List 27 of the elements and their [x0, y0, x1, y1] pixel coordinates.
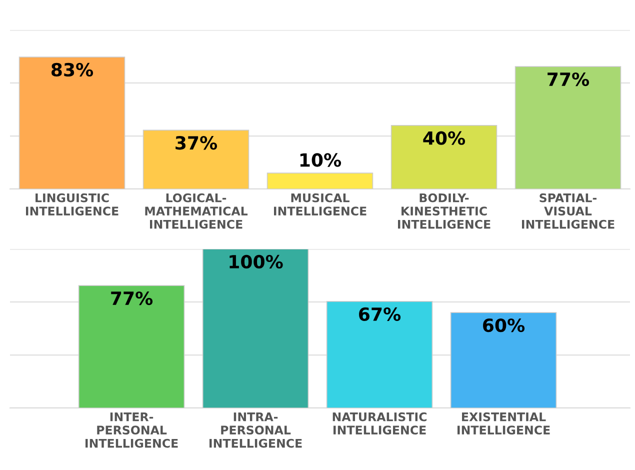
- bar: [514, 66, 622, 189]
- bar: [202, 249, 309, 408]
- bar: [326, 301, 433, 408]
- x-tick-label: LOGICAL- MATHEMATICAL INTELLIGENCE: [145, 193, 248, 229]
- x-tick-label: SPATIAL- VISUAL INTELLIGENCE: [522, 193, 614, 229]
- data-label: 40%: [423, 131, 466, 145]
- bar: [78, 285, 185, 408]
- data-label: 10%: [300, 153, 342, 167]
- x-tick-label: BODILY- KINESTHETIC INTELLIGENCE: [398, 193, 490, 229]
- data-label: 67%: [359, 307, 401, 321]
- x-tick-label: INTRA- PERSONAL INTELLIGENCE: [210, 412, 302, 448]
- bar: [266, 172, 374, 189]
- x-tick-label: NATURALISTIC INTELLIGENCE: [332, 412, 427, 435]
- bar: [142, 130, 250, 189]
- data-label: 83%: [51, 62, 94, 77]
- data-label: 37%: [176, 136, 218, 150]
- data-label: 60%: [483, 318, 525, 332]
- bar: [18, 56, 126, 189]
- x-tick-label: LINGUISTIC INTELLIGENCE: [26, 193, 118, 216]
- data-label: 77%: [548, 72, 590, 86]
- x-tick-label: INTER- PERSONAL INTELLIGENCE: [86, 412, 178, 448]
- bar: [450, 312, 557, 408]
- data-label: 77%: [111, 291, 153, 306]
- x-tick-label: MUSICAL INTELLIGENCE: [274, 193, 366, 216]
- bar: [390, 124, 498, 189]
- x-tick-label: EXISTENTIAL INTELLIGENCE: [458, 412, 550, 435]
- data-label: 100%: [230, 254, 283, 269]
